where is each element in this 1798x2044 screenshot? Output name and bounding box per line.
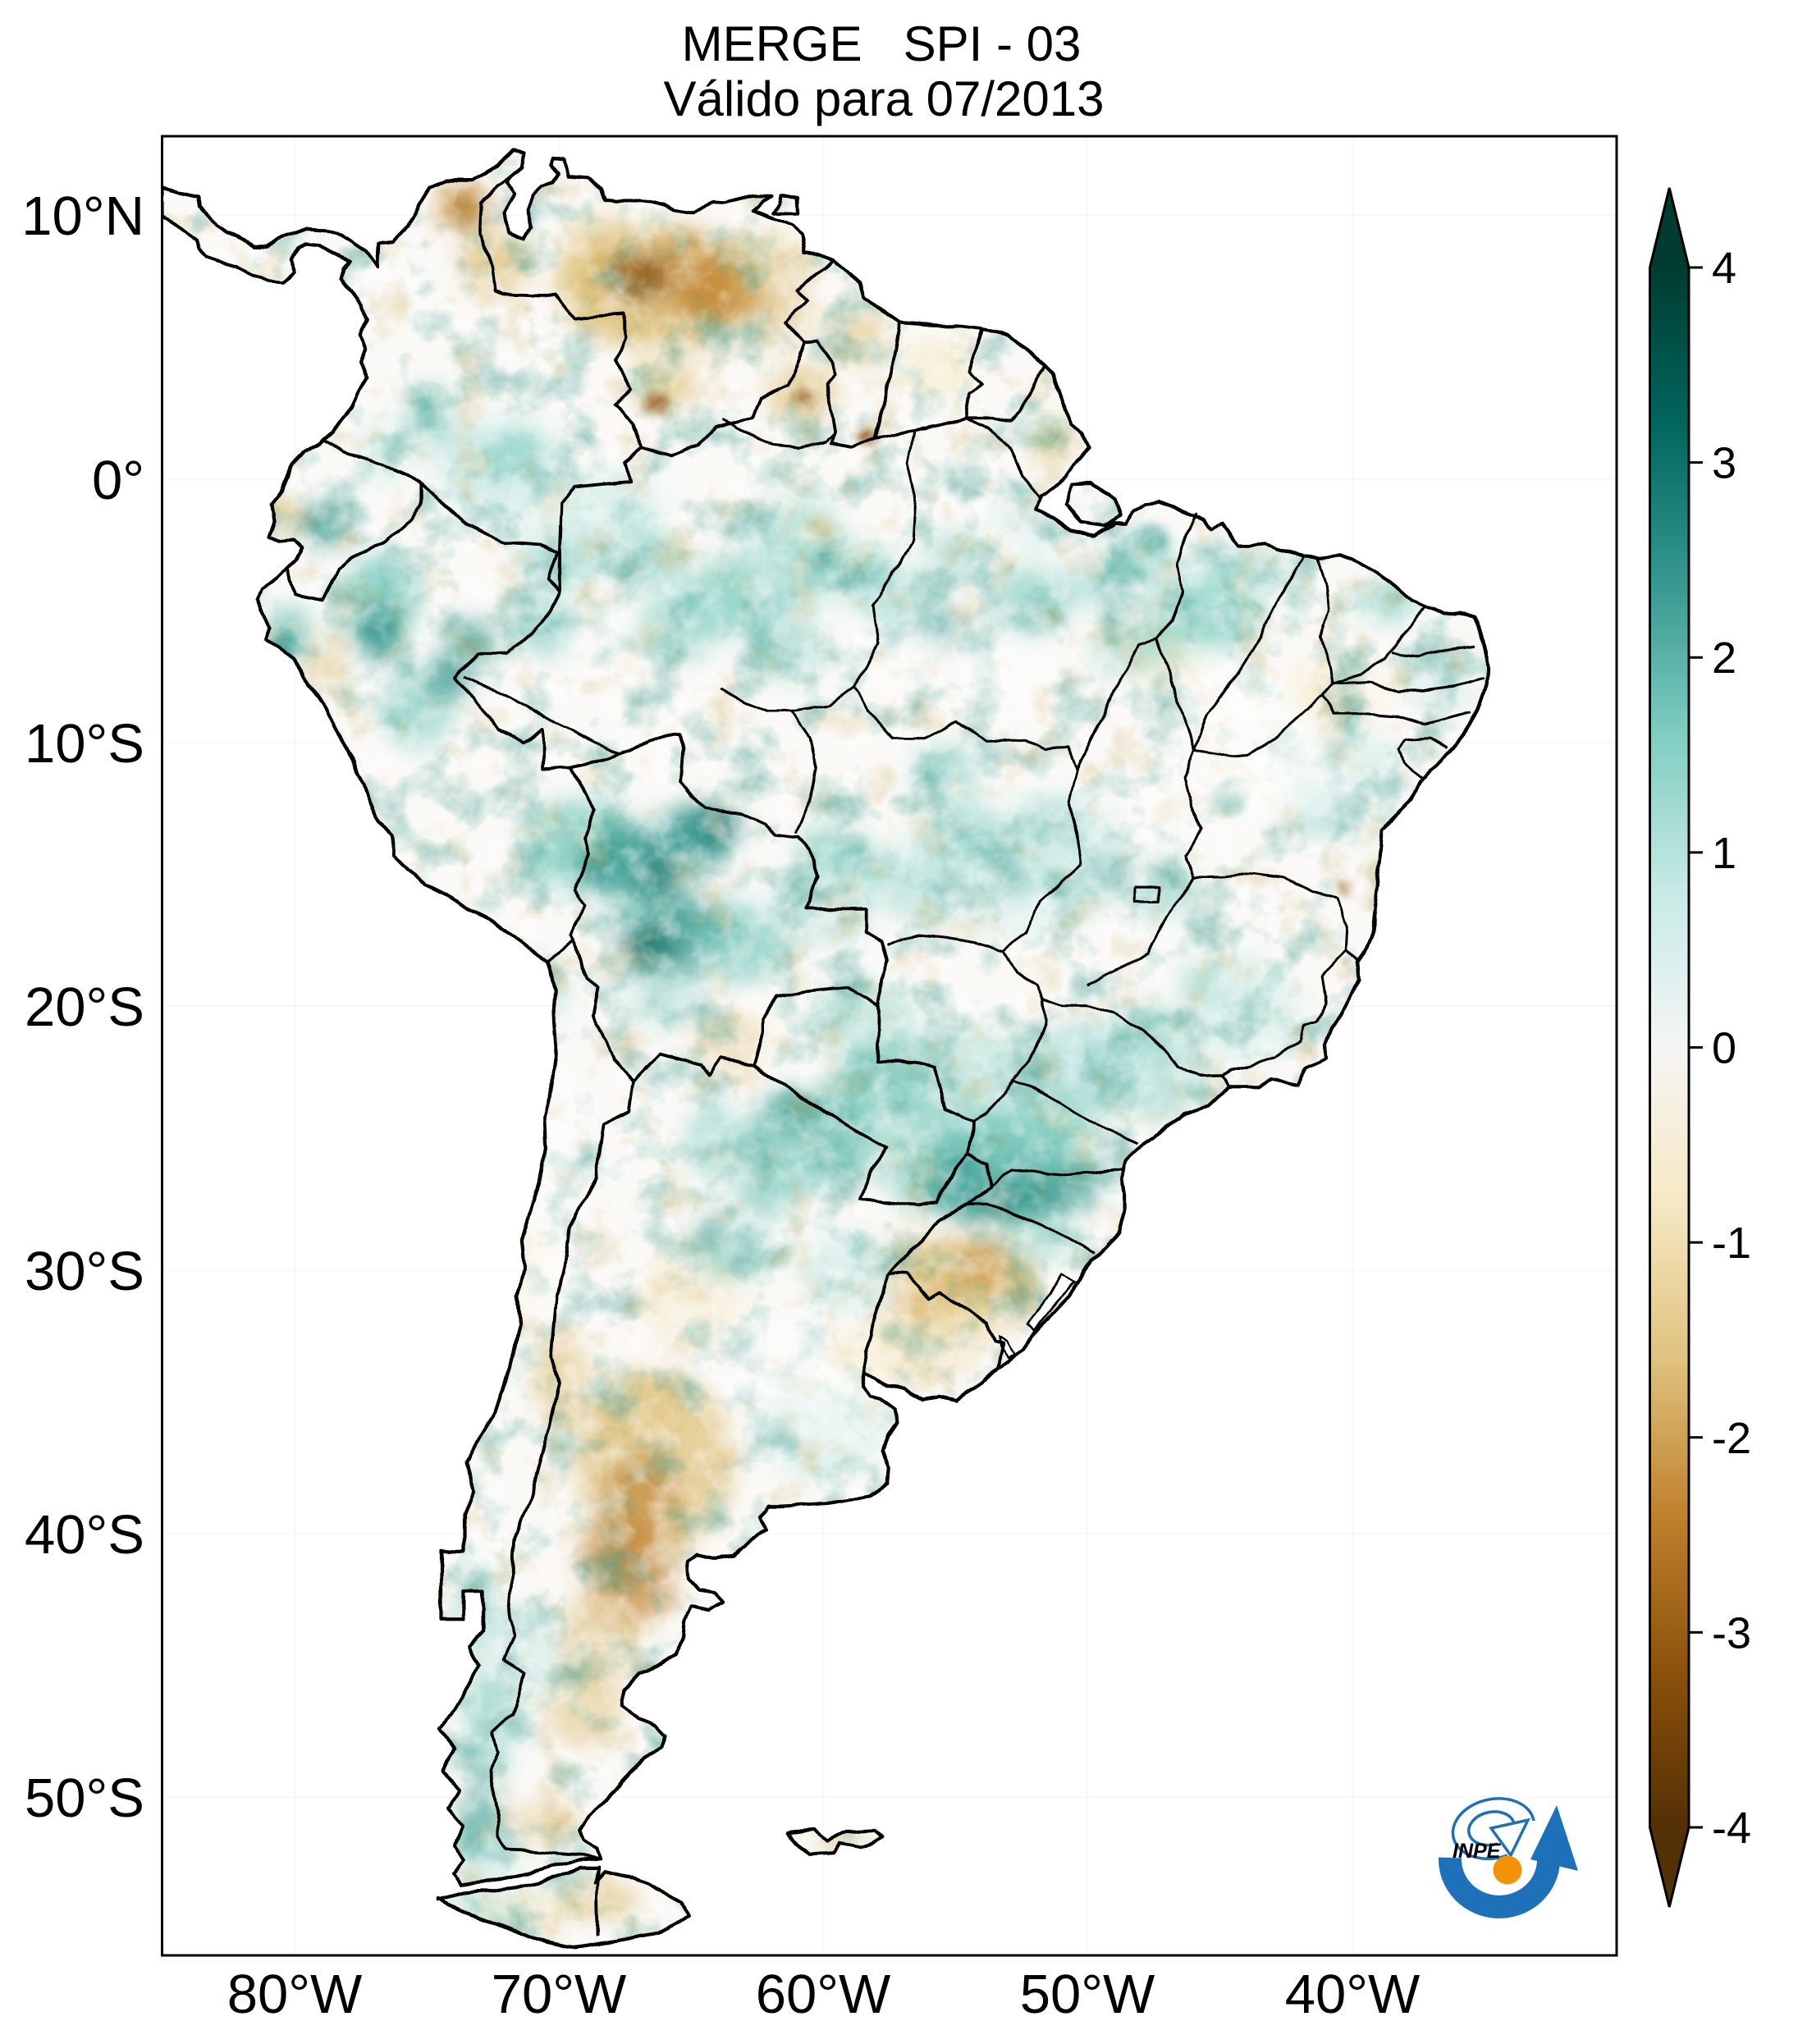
svg-text:70°W: 70°W [492,1964,627,2025]
svg-text:40°W: 40°W [1285,1964,1421,2025]
svg-text:INPE: INPE [1453,1840,1502,1863]
svg-text:10°N: 10°N [21,185,144,247]
svg-text:Válido para 07/2013: Válido para 07/2013 [663,71,1104,126]
svg-text:-1: -1 [1712,1219,1751,1268]
svg-text:3: 3 [1712,439,1736,488]
svg-text:50°W: 50°W [1020,1964,1155,2025]
svg-text:-3: -3 [1712,1608,1751,1658]
svg-text:10°S: 10°S [25,713,144,775]
svg-text:20°S: 20°S [25,976,144,1038]
svg-text:30°S: 30°S [25,1241,144,1302]
svg-text:4: 4 [1712,244,1736,293]
svg-text:0°: 0° [92,450,144,511]
svg-text:1: 1 [1712,829,1736,878]
svg-text:-4: -4 [1712,1804,1751,1853]
svg-text:80°W: 80°W [227,1964,363,2025]
svg-text:2: 2 [1712,633,1736,683]
svg-text:0: 0 [1712,1024,1736,1073]
svg-text:MERGE SPI - 03: MERGE SPI - 03 [682,16,1082,71]
svg-text:50°S: 50°S [25,1767,144,1829]
svg-text:-2: -2 [1712,1414,1751,1463]
svg-text:40°S: 40°S [25,1504,144,1566]
svg-text:60°W: 60°W [756,1964,891,2025]
